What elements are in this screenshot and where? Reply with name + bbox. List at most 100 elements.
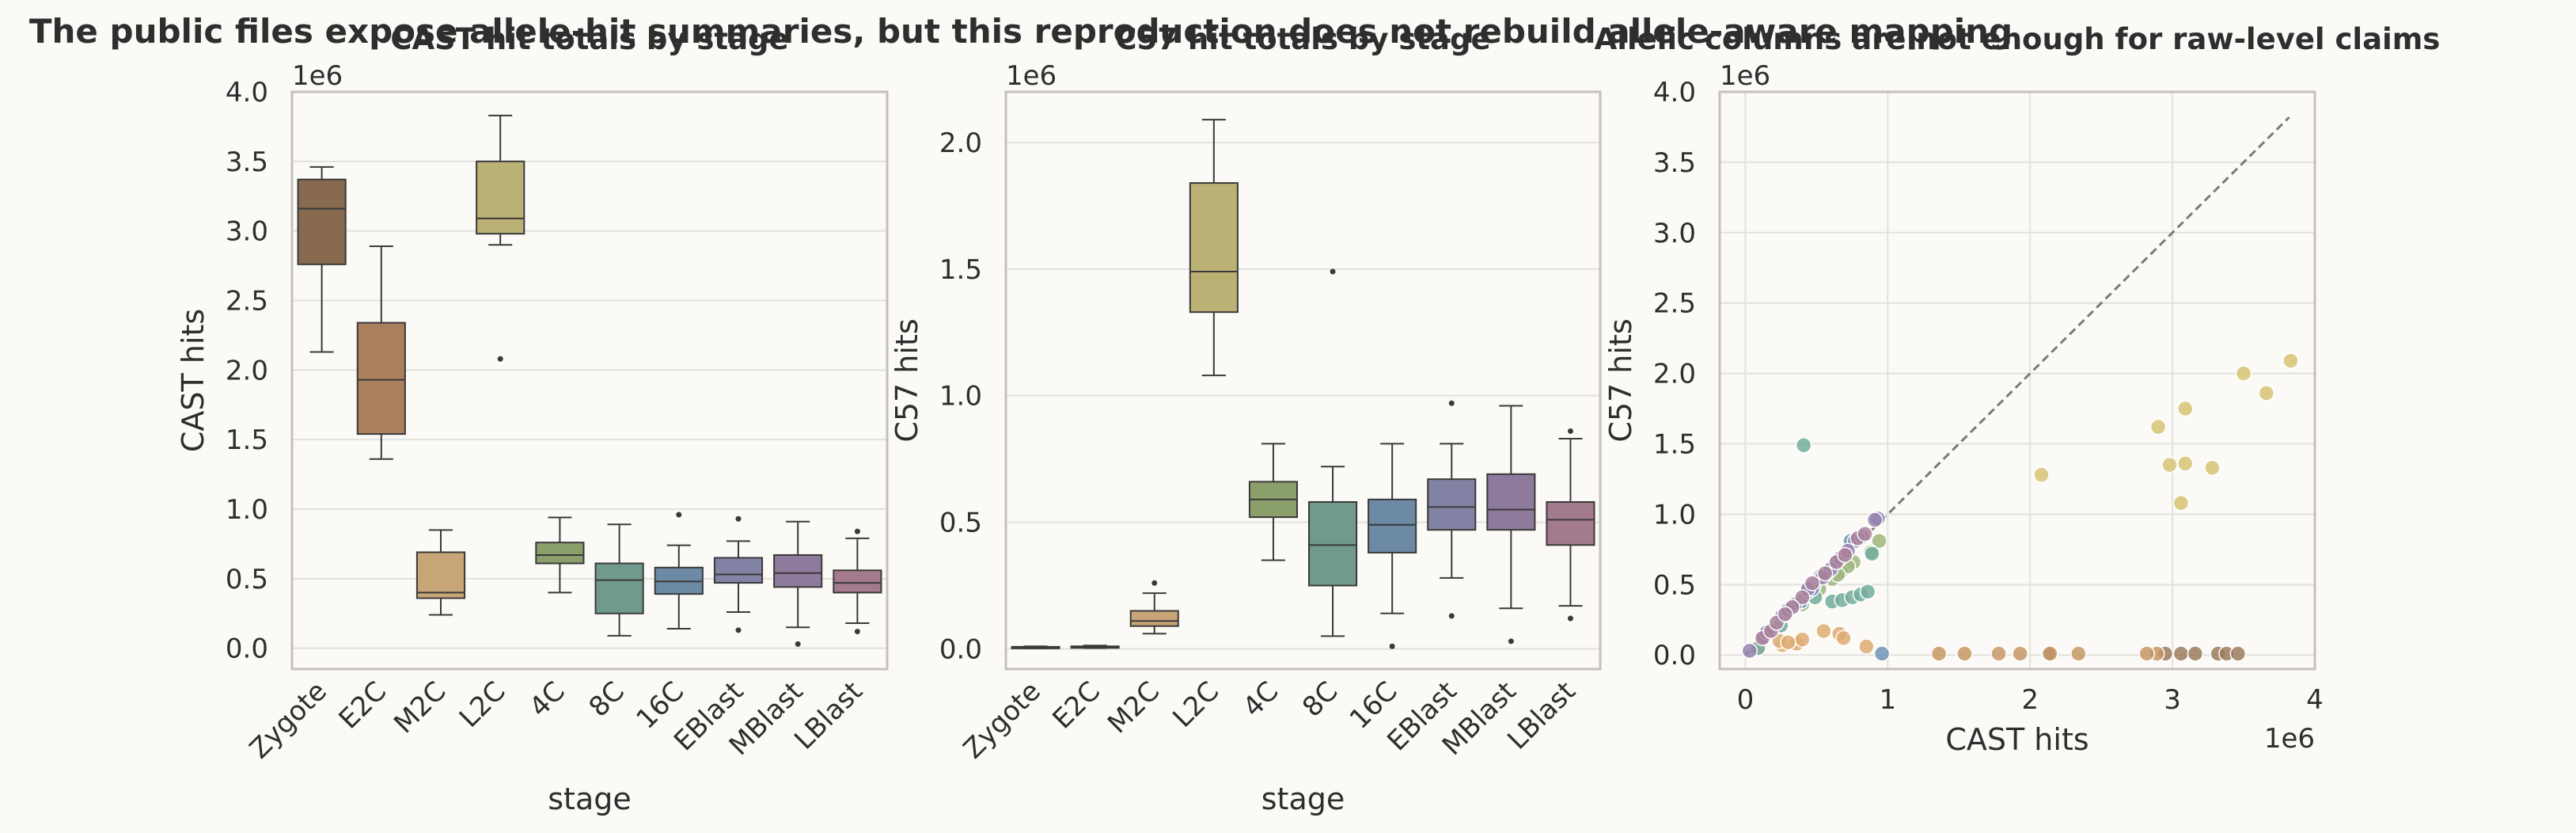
outlier-point: [795, 641, 801, 647]
scatter-point: [1990, 645, 2007, 662]
outlier-point: [1151, 580, 1158, 586]
x-tick-label: 3: [2164, 684, 2181, 716]
box-iqr: [594, 562, 644, 614]
box-eblast: [1427, 400, 1477, 619]
scatter-series: [2033, 352, 2299, 512]
scatter-point: [1816, 565, 1834, 582]
scatter-point: [2235, 365, 2252, 382]
scatter-point: [1777, 606, 1794, 622]
tick-labels: 0.0 0.5 1.0 1.5 2.0 2.5 3.0 3.5 4.0 0 1 2 3 4: [1653, 77, 2324, 716]
y-tick-label: 1.5: [226, 424, 268, 456]
box-zygote: [1011, 645, 1060, 649]
scatter-point: [2177, 455, 2194, 472]
y-tick-label: 1.0: [939, 381, 982, 413]
box-m2c: [415, 529, 466, 616]
outlier-point: [1567, 428, 1573, 434]
scatter-point: [2012, 645, 2028, 662]
box-8c: [1308, 268, 1358, 637]
scatter-point: [1780, 633, 1796, 651]
y-offset-label: 1e6: [1720, 60, 1770, 92]
y-tick-label: 4.0: [226, 77, 268, 108]
box-e2c: [356, 245, 406, 460]
box-16c: [1368, 443, 1417, 649]
scatter-point: [1873, 645, 1891, 662]
plot-area: [1006, 92, 1600, 669]
panel-title: CAST hit totals by stage: [390, 22, 788, 56]
box-marks: [297, 114, 882, 647]
scatter-point: [1837, 546, 1853, 564]
box-eblast: [713, 515, 764, 633]
y-tick-label: 3.0: [226, 216, 268, 248]
y-tick-label: 0.0: [1653, 640, 1696, 671]
box-e2c: [1070, 645, 1120, 649]
box-iqr: [833, 569, 882, 594]
scatter-point: [2172, 494, 2190, 512]
axes-frame: [1004, 90, 1602, 671]
scatter-point: [1864, 545, 1880, 562]
scatter-point: [1871, 532, 1887, 550]
scatter-point: [2138, 645, 2155, 662]
scatter-point: [2172, 645, 2190, 662]
scatter-point: [2149, 418, 2167, 436]
outlier-point: [854, 528, 860, 534]
scatter-marks: [1741, 116, 2299, 662]
y-tick-label: 1.5: [939, 254, 982, 286]
y-tick-label: 2.0: [939, 127, 982, 159]
scatter-point: [1741, 642, 1758, 660]
panel-title: C57 hit totals by stage: [1115, 22, 1490, 56]
scatter-point: [2070, 645, 2087, 662]
box-mblast: [773, 520, 823, 647]
outlier-point: [1389, 643, 1395, 649]
scatter-point: [2229, 645, 2247, 662]
box-iqr: [713, 557, 764, 584]
x-axis-label: CAST hits: [1945, 722, 2088, 757]
scatter-point: [1794, 589, 1811, 606]
y-tick-label: 0.0: [939, 633, 982, 665]
box-lblast: [833, 528, 882, 635]
box-iqr: [415, 551, 466, 599]
scatter-series: [1754, 526, 1873, 647]
box-iqr: [1189, 182, 1239, 314]
outlier-point: [1508, 638, 1514, 645]
y-tick-label: 1.0: [226, 494, 268, 526]
x-axis-label: stage: [548, 782, 631, 816]
box-16c: [654, 512, 704, 630]
y-tick-label: 0.5: [1653, 569, 1696, 601]
y-tick-label: 2.0: [1653, 359, 1696, 390]
box-4c: [535, 516, 585, 594]
box-m2c: [1129, 580, 1179, 635]
scatter-point: [2187, 645, 2204, 662]
outlier-point: [1567, 615, 1573, 622]
scatter-series: [1930, 645, 2165, 662]
panel-title: Allelic columns are not enough for raw-l…: [1595, 22, 2441, 56]
outlier-point: [1448, 613, 1455, 619]
scatter-point: [2258, 385, 2275, 401]
x-tick-label: 1: [1879, 684, 1896, 716]
x-tick-label: 4: [2306, 684, 2324, 716]
box-lblast: [1546, 428, 1595, 622]
box-iqr: [1308, 500, 1358, 587]
outlier-point: [676, 512, 682, 518]
y-offset-label: 1e6: [292, 60, 343, 92]
box-iqr: [1486, 473, 1536, 531]
y-tick-label: 4.0: [1653, 77, 1696, 108]
y-tick-label: 0.5: [939, 508, 982, 539]
y-tick-label: 2.5: [226, 285, 268, 317]
x-offset-label: 1e6: [2264, 723, 2315, 755]
axes-frame: [1718, 90, 2316, 671]
box-iqr: [476, 160, 525, 235]
outlier-point: [735, 627, 742, 633]
x-tick-label: 2: [2021, 684, 2039, 716]
y-tick-label: 2.0: [226, 355, 268, 386]
scatter-point: [1930, 645, 1948, 662]
y-tick-label: 0.0: [226, 633, 268, 665]
box-l2c: [476, 114, 525, 362]
x-axis-label: stage: [1261, 782, 1345, 816]
y-tick-label: 3.5: [1653, 147, 1696, 179]
y-axis-label: C57 hits: [1603, 318, 1638, 442]
y-tick-label: 3.0: [1653, 218, 1696, 249]
box-8c: [594, 523, 644, 637]
box-iqr: [535, 542, 585, 565]
axes-frame: [290, 90, 889, 671]
